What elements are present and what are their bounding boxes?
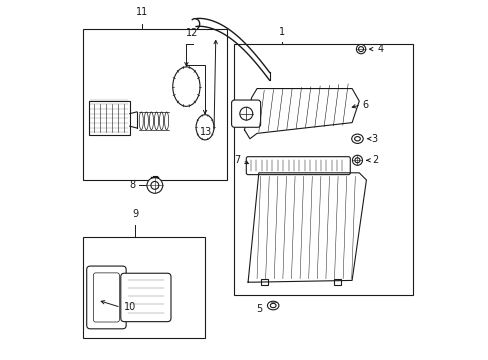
Text: 1: 1 [279,27,285,37]
Bar [83,30,226,180]
Bar [333,279,341,285]
Ellipse shape [159,112,163,130]
Circle shape [356,44,365,54]
Ellipse shape [139,112,143,130]
Circle shape [151,181,159,189]
FancyBboxPatch shape [246,157,349,175]
Circle shape [358,46,363,51]
Text: 7: 7 [234,155,241,165]
Circle shape [147,177,163,193]
Text: 9: 9 [132,210,138,220]
Ellipse shape [144,112,148,130]
Bar [233,44,412,295]
Text: 11: 11 [136,7,148,17]
Ellipse shape [354,136,360,141]
Circle shape [352,155,362,165]
Text: 3: 3 [371,134,377,144]
Polygon shape [247,173,366,282]
Ellipse shape [172,67,200,106]
Ellipse shape [164,112,168,130]
Text: 4: 4 [376,44,383,54]
Ellipse shape [270,303,276,308]
Text: 6: 6 [362,100,368,110]
Bar [83,237,204,338]
Text: 5: 5 [256,304,262,314]
FancyBboxPatch shape [93,273,119,322]
Ellipse shape [267,301,278,310]
Polygon shape [244,89,359,139]
Ellipse shape [149,112,153,130]
Circle shape [239,107,252,120]
Text: 10: 10 [124,302,136,312]
Ellipse shape [154,112,158,130]
Text: 13: 13 [200,127,212,136]
FancyBboxPatch shape [121,273,171,321]
Text: 8: 8 [129,180,135,190]
Text: 12: 12 [186,28,198,39]
Text: 2: 2 [371,155,377,165]
Circle shape [354,158,359,163]
FancyBboxPatch shape [86,266,126,329]
FancyBboxPatch shape [231,100,260,127]
Ellipse shape [196,115,214,140]
Ellipse shape [351,134,363,143]
Bar [260,279,267,285]
Bar [88,101,129,135]
